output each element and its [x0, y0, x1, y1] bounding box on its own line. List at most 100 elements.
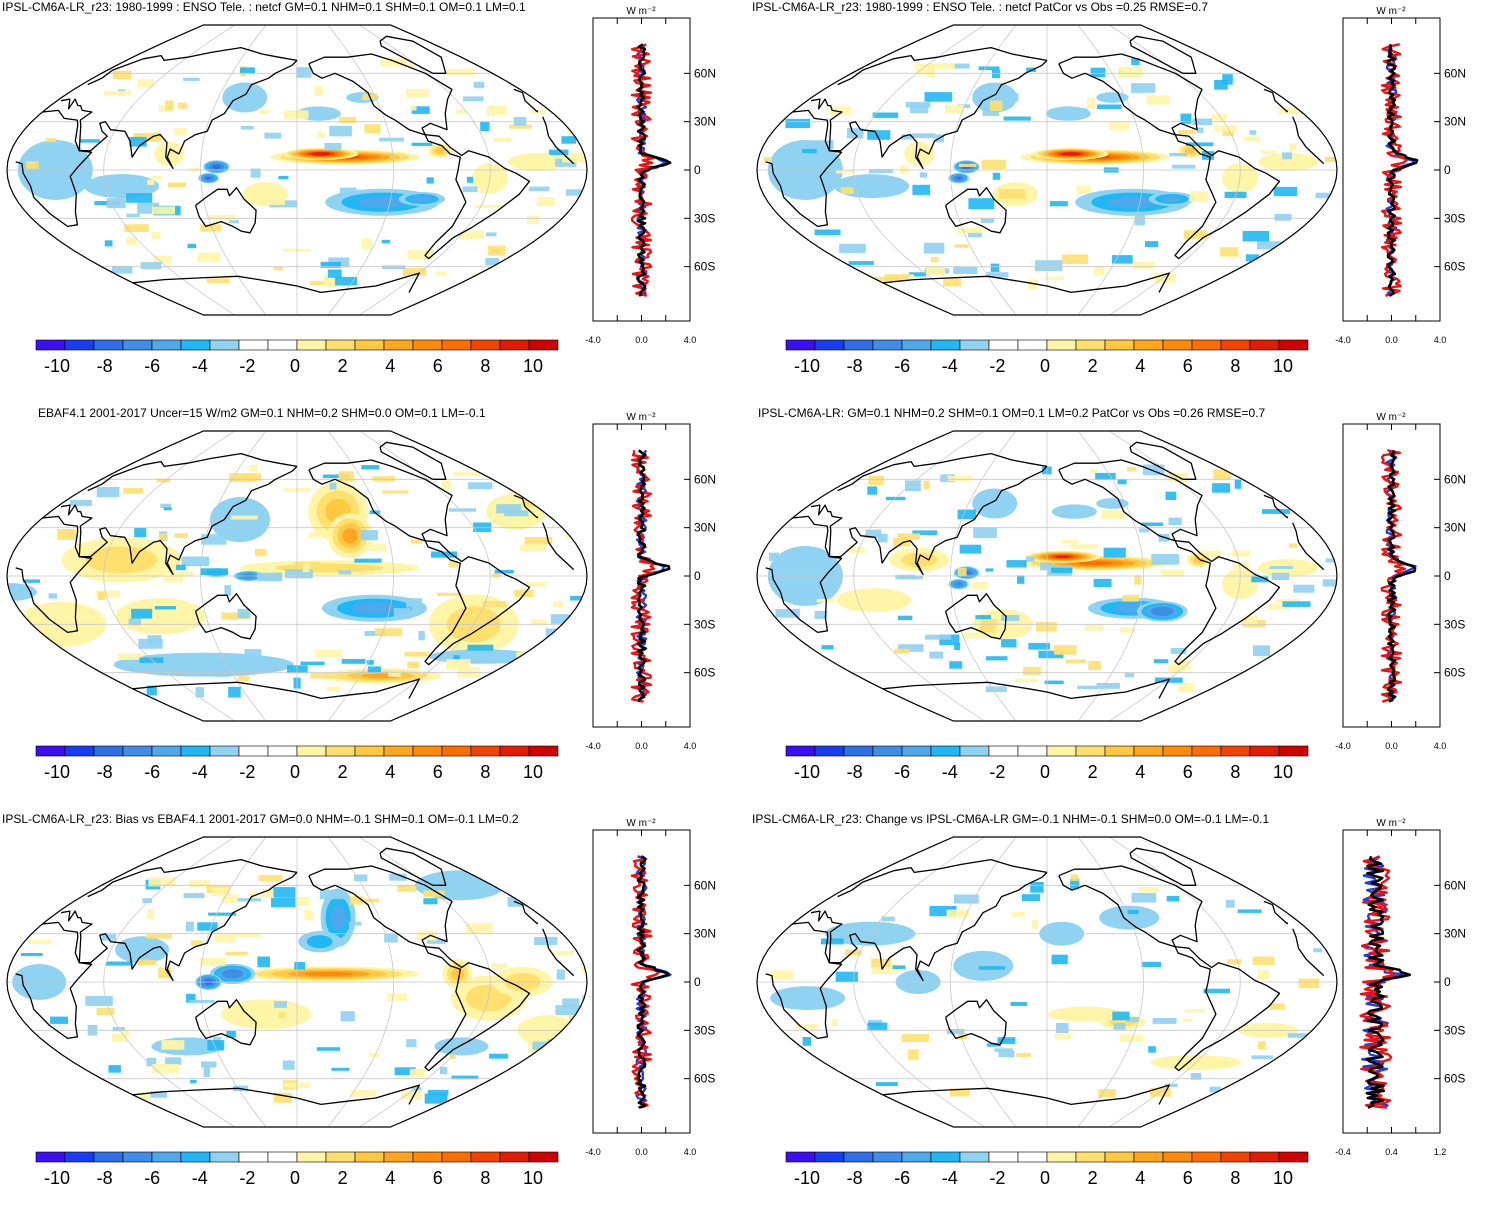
anomaly-speckle — [527, 215, 540, 224]
anomaly-speckle — [369, 1053, 379, 1057]
anomaly-speckle — [48, 593, 57, 599]
anomaly-speckle — [188, 167, 199, 172]
anomaly-speckle — [795, 1024, 819, 1030]
anomaly-speckle — [237, 675, 250, 681]
colorbar-tick-label: -8 — [847, 356, 863, 376]
profile-lat-label: 60S — [694, 1072, 715, 1086]
anomaly-speckle — [372, 476, 396, 482]
anomaly-speckle — [22, 579, 41, 583]
anomaly-speckle — [978, 66, 1000, 71]
anomaly-speckle — [201, 534, 227, 545]
colorbar-swatch — [901, 339, 932, 351]
anomaly-speckle — [95, 590, 121, 598]
anomaly-speckle — [949, 1088, 970, 1097]
anomaly-speckle — [562, 152, 587, 163]
anomaly-speckle — [381, 490, 409, 494]
anomaly-speckle — [458, 230, 485, 239]
anomaly-speckle — [375, 628, 403, 637]
meridian-line — [103, 431, 235, 721]
continent-outline — [1046, 678, 1170, 700]
anomaly-speckle — [338, 570, 352, 575]
anomaly-speckle — [1038, 650, 1064, 659]
anomaly-speckle — [200, 568, 228, 575]
anomaly-speckle — [1040, 562, 1053, 571]
colorbar-tick-label: 2 — [338, 356, 348, 376]
colorbar-swatch — [1220, 1151, 1251, 1163]
anomaly-patch — [1184, 147, 1196, 154]
anomaly-field — [770, 874, 1323, 1098]
anomaly-speckle — [1014, 678, 1038, 683]
colorbar-swatch — [441, 339, 472, 351]
anomaly-speckle — [1127, 467, 1137, 472]
continent-outline — [1058, 53, 1281, 260]
anomaly-speckle — [1098, 1089, 1116, 1098]
panel-ipsl-ref: IPSL-CM6A-LR: GM=0.1 NHM=0.2 SHM=0.1 OM=… — [750, 406, 1485, 800]
profile-xtick-label: -4.0 — [585, 335, 601, 345]
anomaly-speckle — [20, 953, 43, 957]
anomaly-patch — [315, 153, 327, 155]
profile-series-model — [636, 855, 670, 1109]
anomaly-speckle — [403, 64, 415, 68]
coastlines — [15, 441, 575, 700]
anomaly-speckle — [260, 889, 275, 898]
profile-xtick-label: 4.0 — [684, 1147, 697, 1157]
anomaly-speckle — [486, 105, 507, 116]
anomaly-speckle — [367, 666, 381, 673]
continent-outline — [1058, 865, 1281, 1072]
colorbar-tick-label: -2 — [239, 356, 255, 376]
colorbar-swatch — [441, 1151, 472, 1163]
colorbar-swatch — [441, 745, 472, 757]
anomaly-speckle — [199, 957, 226, 966]
colorbar-tick-label: -6 — [894, 356, 910, 376]
anomaly-speckle — [1251, 576, 1269, 583]
anomaly-speckle — [1153, 272, 1176, 283]
colorbar-tick-label: 4 — [1135, 762, 1145, 782]
anomaly-speckle — [224, 585, 232, 596]
anomaly-speckle — [514, 589, 534, 597]
colorbar-tick-label: 10 — [1273, 356, 1293, 376]
colorbar-swatch — [814, 745, 845, 757]
colorbar-swatch — [901, 745, 932, 757]
anomaly-speckle — [105, 961, 134, 966]
anomaly-speckle — [437, 877, 449, 889]
colorbar-swatch — [843, 339, 874, 351]
anomaly-speckle — [1232, 562, 1250, 569]
anomaly-speckle — [486, 232, 497, 237]
colorbar-swatch — [296, 1151, 327, 1163]
anomaly-speckle — [453, 472, 481, 476]
colorbar-swatch — [1249, 745, 1280, 757]
profile-xtick-label: 0.0 — [1385, 741, 1398, 751]
anomaly-speckle — [423, 898, 438, 905]
anomaly-speckle — [206, 278, 230, 283]
anomaly-speckle — [1203, 988, 1230, 994]
anomaly-speckle — [451, 1075, 479, 1080]
panel-title: EBAF4.1 2001-2017 Uncer=15 W/m2 GM=0.1 N… — [38, 406, 486, 420]
map-border — [756, 836, 1338, 1128]
anomaly-speckle — [411, 142, 433, 146]
anomaly-speckle — [366, 660, 374, 665]
anomaly-speckle — [1022, 894, 1041, 902]
anomaly-speckle — [323, 275, 340, 287]
colorbar-swatch — [180, 339, 211, 351]
anomaly-patch — [411, 196, 432, 202]
anomaly-speckle — [393, 608, 411, 619]
anomaly-speckle — [900, 165, 909, 174]
meridian-line — [1077, 431, 1145, 721]
anomaly-speckle — [911, 133, 936, 138]
anomaly-speckle — [901, 134, 912, 140]
profile-lat-label: 30S — [1444, 211, 1465, 225]
anomaly-speckle — [555, 1005, 581, 1015]
anomaly-speckle — [148, 877, 176, 887]
anomaly-speckle — [104, 240, 113, 247]
profile-lat-label: 30N — [694, 115, 716, 129]
colorbar-tick-label: 4 — [1135, 356, 1145, 376]
profile-series-obs — [1360, 855, 1410, 1109]
zonal-profile: W m⁻² -0.4 0.4 1.2 60N 30N 0 30S 60S — [1335, 818, 1466, 1157]
colorbar-swatch — [267, 339, 298, 351]
continent-outline — [296, 678, 420, 700]
meridian-line — [359, 431, 491, 721]
colorbar-swatch — [267, 1151, 298, 1163]
anomaly-speckle — [1268, 604, 1289, 611]
colorbar-tick-label: -10 — [794, 356, 820, 376]
anomaly-speckle — [350, 1090, 377, 1097]
